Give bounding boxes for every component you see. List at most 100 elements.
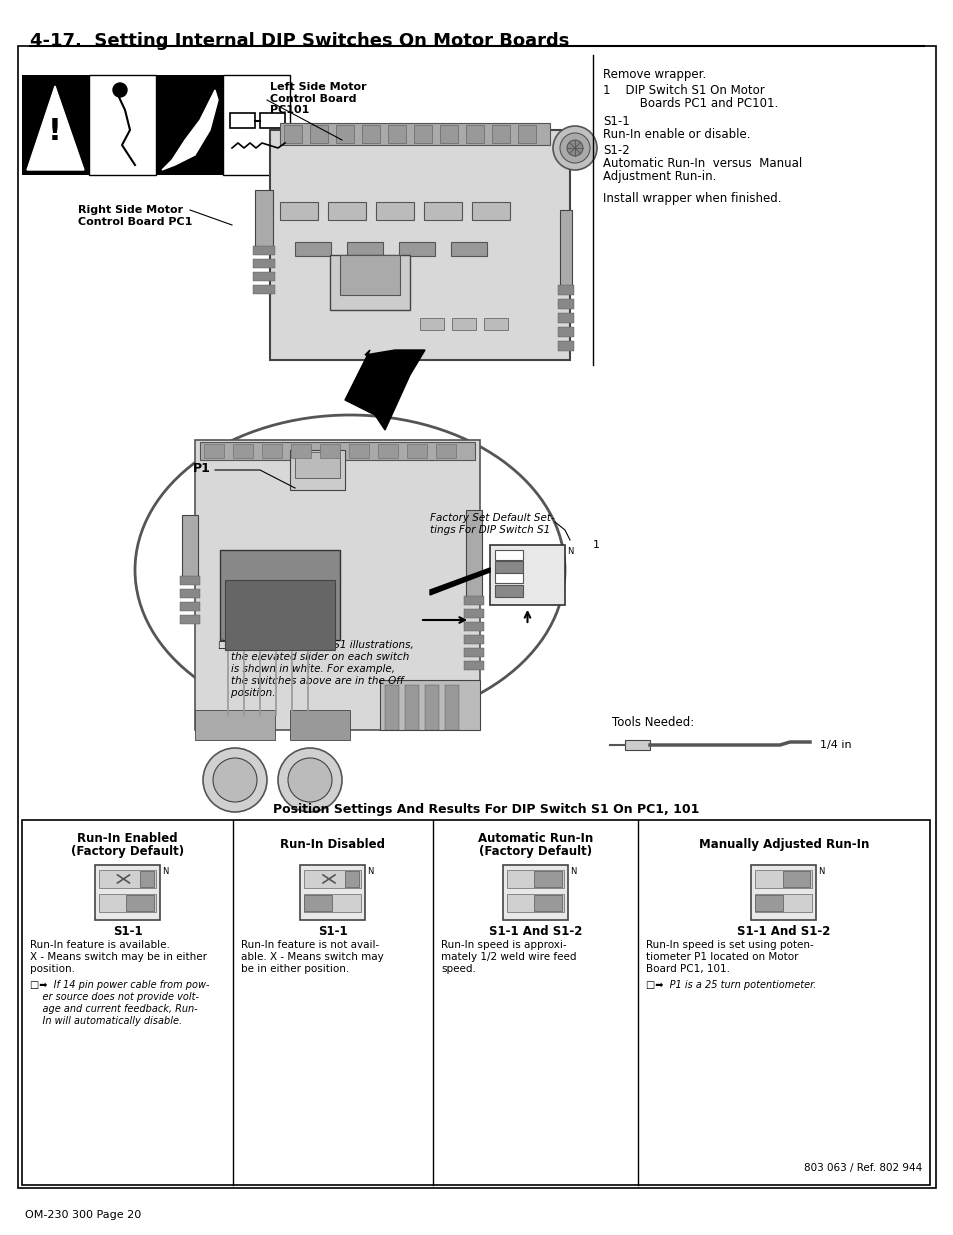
- Bar: [407, 445, 427, 458]
- Bar: [335, 125, 354, 143]
- Text: Run-In Disabled: Run-In Disabled: [280, 839, 385, 851]
- Bar: [558, 312, 574, 324]
- Bar: [495, 585, 522, 597]
- Bar: [379, 680, 479, 730]
- Text: OM-230 300 Page 20: OM-230 300 Page 20: [25, 1210, 141, 1220]
- Bar: [260, 112, 285, 128]
- Bar: [339, 254, 399, 295]
- Circle shape: [566, 140, 582, 156]
- Text: age and current feedback, Run-: age and current feedback, Run-: [30, 1004, 197, 1014]
- Text: !: !: [48, 116, 62, 146]
- Bar: [495, 573, 522, 583]
- Bar: [223, 75, 290, 175]
- Bar: [182, 515, 198, 580]
- Bar: [180, 589, 200, 598]
- Bar: [270, 130, 569, 359]
- Bar: [558, 299, 574, 309]
- Bar: [463, 609, 483, 618]
- Bar: [451, 242, 486, 256]
- Bar: [490, 545, 564, 605]
- Text: Factory Set Default Set-: Factory Set Default Set-: [430, 513, 554, 522]
- Bar: [294, 242, 331, 256]
- Bar: [465, 510, 481, 600]
- Bar: [284, 125, 302, 143]
- Bar: [304, 895, 332, 911]
- Text: able. X - Means switch may: able. X - Means switch may: [241, 952, 383, 962]
- Bar: [405, 685, 418, 730]
- Bar: [204, 445, 224, 458]
- Text: S1-1: S1-1: [112, 925, 142, 939]
- Bar: [310, 125, 328, 143]
- Bar: [347, 242, 382, 256]
- Bar: [291, 445, 311, 458]
- Text: 1/4 in: 1/4 in: [820, 740, 851, 750]
- Bar: [463, 661, 483, 671]
- Text: Install wrapper when finished.: Install wrapper when finished.: [602, 191, 781, 205]
- Circle shape: [559, 133, 589, 163]
- Bar: [444, 685, 458, 730]
- Text: X - Means switch may be in either: X - Means switch may be in either: [30, 952, 207, 962]
- Text: (Factory Default): (Factory Default): [478, 845, 592, 858]
- Bar: [463, 635, 483, 643]
- Bar: [262, 445, 282, 458]
- Bar: [300, 864, 365, 920]
- Text: P1: P1: [193, 462, 211, 475]
- Text: Board PC1, 101.: Board PC1, 101.: [645, 965, 729, 974]
- Bar: [200, 442, 475, 459]
- Text: N: N: [569, 867, 576, 876]
- Bar: [414, 125, 432, 143]
- Text: N: N: [162, 867, 168, 876]
- Polygon shape: [430, 568, 490, 595]
- Bar: [220, 550, 339, 640]
- Bar: [328, 203, 366, 220]
- Polygon shape: [345, 350, 424, 430]
- Bar: [624, 740, 649, 750]
- Bar: [99, 894, 156, 911]
- Bar: [483, 317, 507, 330]
- Text: tiometer P1 located on Motor: tiometer P1 located on Motor: [645, 952, 798, 962]
- Bar: [782, 871, 810, 887]
- Circle shape: [553, 126, 597, 170]
- Bar: [492, 125, 510, 143]
- Bar: [361, 125, 379, 143]
- Bar: [22, 820, 929, 1186]
- Text: N: N: [566, 547, 573, 556]
- Bar: [424, 685, 438, 730]
- Circle shape: [112, 83, 127, 98]
- Text: Run-In enable or disable.: Run-In enable or disable.: [602, 128, 750, 141]
- Bar: [439, 125, 457, 143]
- Bar: [330, 254, 410, 310]
- Bar: [463, 622, 483, 631]
- Bar: [180, 601, 200, 611]
- Bar: [180, 615, 200, 624]
- Bar: [385, 685, 398, 730]
- Text: Run-In speed is approxi-: Run-In speed is approxi-: [440, 940, 566, 950]
- Text: position.: position.: [218, 688, 275, 698]
- Bar: [558, 285, 574, 295]
- Text: Right Side Motor
Control Board PC1: Right Side Motor Control Board PC1: [78, 205, 193, 226]
- Circle shape: [277, 748, 341, 811]
- Bar: [495, 561, 522, 573]
- Bar: [463, 597, 483, 605]
- Circle shape: [288, 758, 332, 802]
- Text: mately 1/2 weld wire feed: mately 1/2 weld wire feed: [440, 952, 576, 962]
- Bar: [375, 203, 414, 220]
- Polygon shape: [162, 90, 218, 170]
- Bar: [388, 125, 406, 143]
- Bar: [506, 894, 563, 911]
- Bar: [194, 440, 479, 730]
- Text: be in either position.: be in either position.: [241, 965, 349, 974]
- Text: 1: 1: [593, 540, 599, 550]
- Circle shape: [203, 748, 267, 811]
- Bar: [294, 452, 339, 478]
- Bar: [465, 125, 483, 143]
- Bar: [377, 445, 397, 458]
- Text: Run-In feature is not avail-: Run-In feature is not avail-: [241, 940, 379, 950]
- Text: speed.: speed.: [440, 965, 476, 974]
- Bar: [253, 285, 274, 294]
- Bar: [349, 445, 369, 458]
- Text: position.: position.: [30, 965, 75, 974]
- Text: S1-1: S1-1: [602, 115, 629, 128]
- Bar: [304, 894, 361, 911]
- Text: Position Settings And Results For DIP Switch S1 On PC1, 101: Position Settings And Results For DIP Sw…: [273, 803, 699, 816]
